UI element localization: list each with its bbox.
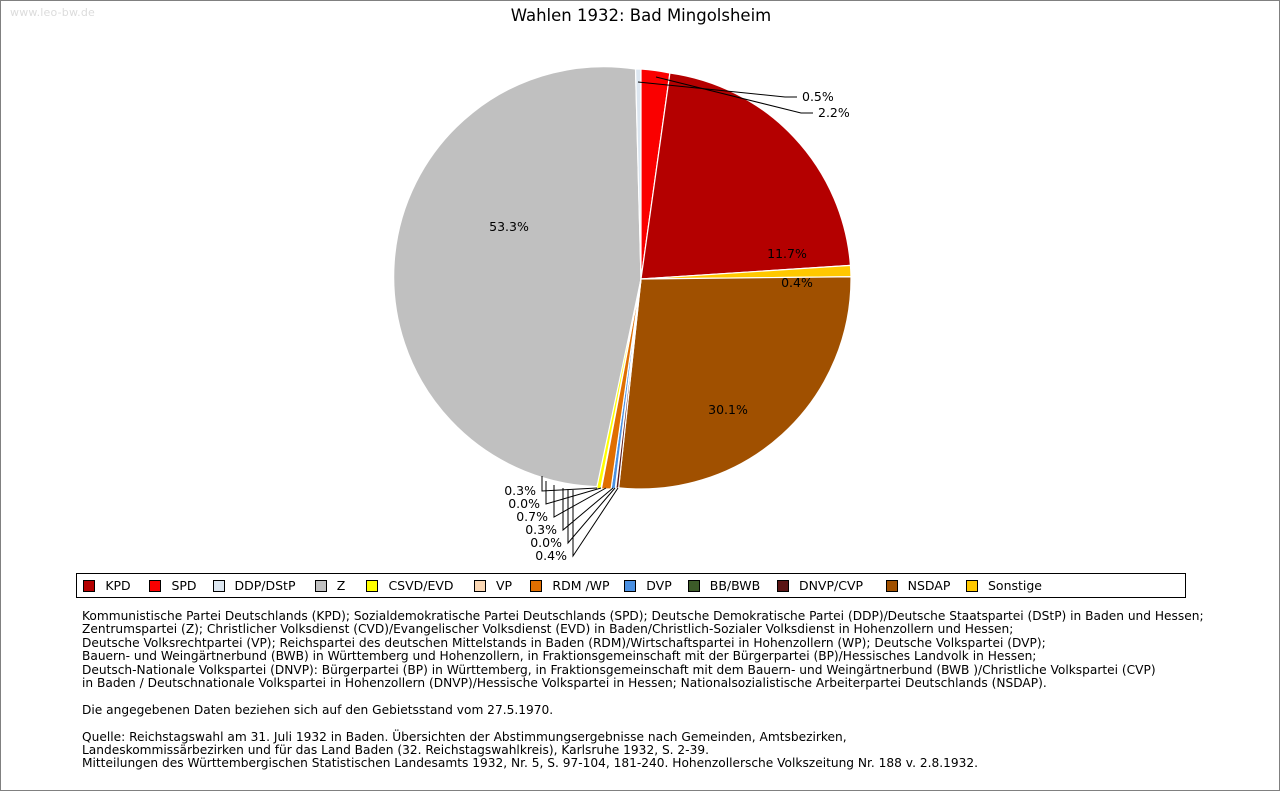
callout-dvp: 0.3% bbox=[525, 487, 614, 537]
footnote-parties: Kommunistische Partei Deutschlands (KPD)… bbox=[82, 609, 1222, 691]
footnote-line: Kommunistische Partei Deutschlands (KPD)… bbox=[82, 609, 1204, 623]
footnote-line: Landeskommissärbezirken und für das Land… bbox=[82, 743, 709, 758]
slice-value-z: 53.3% bbox=[489, 219, 529, 234]
page-title: Wahlen 1932: Bad Mingolsheim bbox=[510, 6, 772, 25]
pie-slice-z[interactable] bbox=[393, 66, 642, 488]
footnote-line: Quelle: Reichstagswahl am 31. Juli 1932 … bbox=[82, 729, 847, 744]
footnote-territory-note: Die angegebenen Daten beziehen sich auf … bbox=[82, 702, 1222, 717]
legend-item-label: VP bbox=[495, 578, 513, 593]
slice-value-dvp: 0.3% bbox=[525, 522, 557, 537]
footnote-spacer bbox=[82, 690, 1222, 703]
legend-item-kpd[interactable]: KPD bbox=[77, 574, 143, 597]
callout-bb-bwb: 0.0% bbox=[530, 487, 616, 550]
legend-item-label: RDM /WP bbox=[552, 578, 610, 593]
callout-spd: 2.2% bbox=[655, 76, 850, 120]
legend-swatch-icon bbox=[965, 579, 978, 592]
footnote-line: in Baden / Deutschnationale Volkspartei … bbox=[82, 676, 1047, 691]
pie-slice-nsdap[interactable] bbox=[618, 276, 852, 490]
legend-swatch-icon bbox=[687, 579, 700, 592]
pie-chart-area: 53.3% 11.7% 30.1% 0.4% 0.5% 2.2% 0.3% 0.… bbox=[1, 29, 1279, 569]
legend-swatch-icon bbox=[314, 579, 327, 592]
legend-item-csvd-evd[interactable]: CSVD/EVD bbox=[361, 574, 465, 597]
legend-item-ddp-dstp[interactable]: DDP/DStP bbox=[209, 574, 305, 597]
footnote-line: Die angegebenen Daten beziehen sich auf … bbox=[82, 702, 554, 717]
slice-value-csvd-evd: 0.3% bbox=[504, 483, 536, 498]
legend-item-bb-bwb[interactable]: BB/BWB bbox=[683, 574, 771, 597]
legend-item-label: DNVP/CVP bbox=[798, 578, 864, 593]
legend-item-label: CSVD/EVD bbox=[388, 578, 454, 593]
callout-vp: 0.0% bbox=[508, 481, 602, 511]
site-watermark: www.leo-bw.de bbox=[10, 6, 96, 19]
legend-swatch-icon bbox=[776, 579, 789, 592]
legend-item-label: BB/BWB bbox=[709, 578, 761, 593]
legend-swatch-icon bbox=[212, 579, 225, 592]
legend-item-rdm-wp[interactable]: RDM /WP bbox=[527, 574, 619, 597]
slice-value-vp: 0.0% bbox=[508, 496, 540, 511]
legend-item-label: SPD bbox=[171, 578, 197, 593]
legend: KPD SPD DDP/DStP Z CSVD/EVD VP RDM /WP DVP BB/BW… bbox=[76, 573, 1186, 598]
footnote-line: Mitteilungen des Württembergischen Stati… bbox=[82, 756, 978, 771]
legend-item-dvp[interactable]: DVP bbox=[619, 574, 683, 597]
legend-item-label: DDP/DStP bbox=[234, 578, 296, 593]
slice-value-rdm-wp: 0.7% bbox=[516, 509, 548, 524]
legend-item-label: NSDAP bbox=[907, 578, 951, 593]
callout-rdm-wp: 0.7% bbox=[516, 485, 607, 524]
pie-slices bbox=[393, 66, 852, 490]
pie-chart-svg: 53.3% 11.7% 30.1% 0.4% 0.5% 2.2% 0.3% 0.… bbox=[393, 66, 852, 563]
slice-value-spd: 2.2% bbox=[818, 105, 850, 120]
legend-swatch-icon bbox=[530, 579, 543, 592]
legend-item-label: Z bbox=[336, 578, 346, 593]
legend-item-label: Sonstige bbox=[987, 578, 1043, 593]
slice-value-kpd: 11.7% bbox=[767, 246, 807, 261]
callout-dnvp-cvp: 0.4% bbox=[535, 487, 619, 563]
legend-item-z[interactable]: Z bbox=[305, 574, 361, 597]
footnote-spacer bbox=[82, 717, 1222, 730]
legend-swatch-icon bbox=[624, 579, 637, 592]
slice-value-nsdap: 30.1% bbox=[708, 402, 748, 417]
callout-csvd-evd: 0.3% bbox=[504, 476, 598, 498]
callout-ddp-dstp: 0.5% bbox=[637, 81, 834, 104]
footnote-source: Quelle: Reichstagswahl am 31. Juli 1932 … bbox=[82, 729, 1222, 771]
legend-swatch-icon bbox=[83, 579, 96, 592]
footnote-line: Zentrumspartei (Z); Christlicher Volksdi… bbox=[82, 622, 1014, 637]
footnote-line: Deutsch-Nationale Volkspartei (DNVP): Bü… bbox=[82, 662, 1156, 677]
legend-swatch-icon bbox=[885, 579, 898, 592]
footnote-line: Bauern- und Weingärtnerbund (BWB) in Wür… bbox=[82, 649, 1037, 664]
slice-value-dnvp-cvp: 0.4% bbox=[535, 548, 567, 563]
legend-item-nsdap[interactable]: NSDAP bbox=[875, 574, 967, 597]
legend-item-label: KPD bbox=[105, 578, 131, 593]
footnotes: Kommunistische Partei Deutschlands (KPD)… bbox=[82, 609, 1222, 771]
legend-swatch-icon bbox=[366, 579, 379, 592]
footnote-line: Deutsche Volksrechtpartei (VP); Reichspa… bbox=[82, 635, 1046, 650]
legend-item-vp[interactable]: VP bbox=[465, 574, 527, 597]
pie-slice-kpd[interactable] bbox=[640, 72, 852, 280]
legend-item-label: DVP bbox=[646, 578, 672, 593]
slice-value-sonstige: 0.4% bbox=[781, 275, 813, 290]
slice-value-bb-bwb: 0.0% bbox=[530, 535, 562, 550]
legend-item-sonstige[interactable]: Sonstige bbox=[965, 574, 1047, 597]
legend-item-dnvp-cvp[interactable]: DNVP/CVP bbox=[771, 574, 875, 597]
legend-item-spd[interactable]: SPD bbox=[143, 574, 209, 597]
legend-swatch-icon bbox=[473, 579, 486, 592]
slice-value-ddp-dstp: 0.5% bbox=[802, 89, 834, 104]
legend-swatch-icon bbox=[149, 579, 162, 592]
